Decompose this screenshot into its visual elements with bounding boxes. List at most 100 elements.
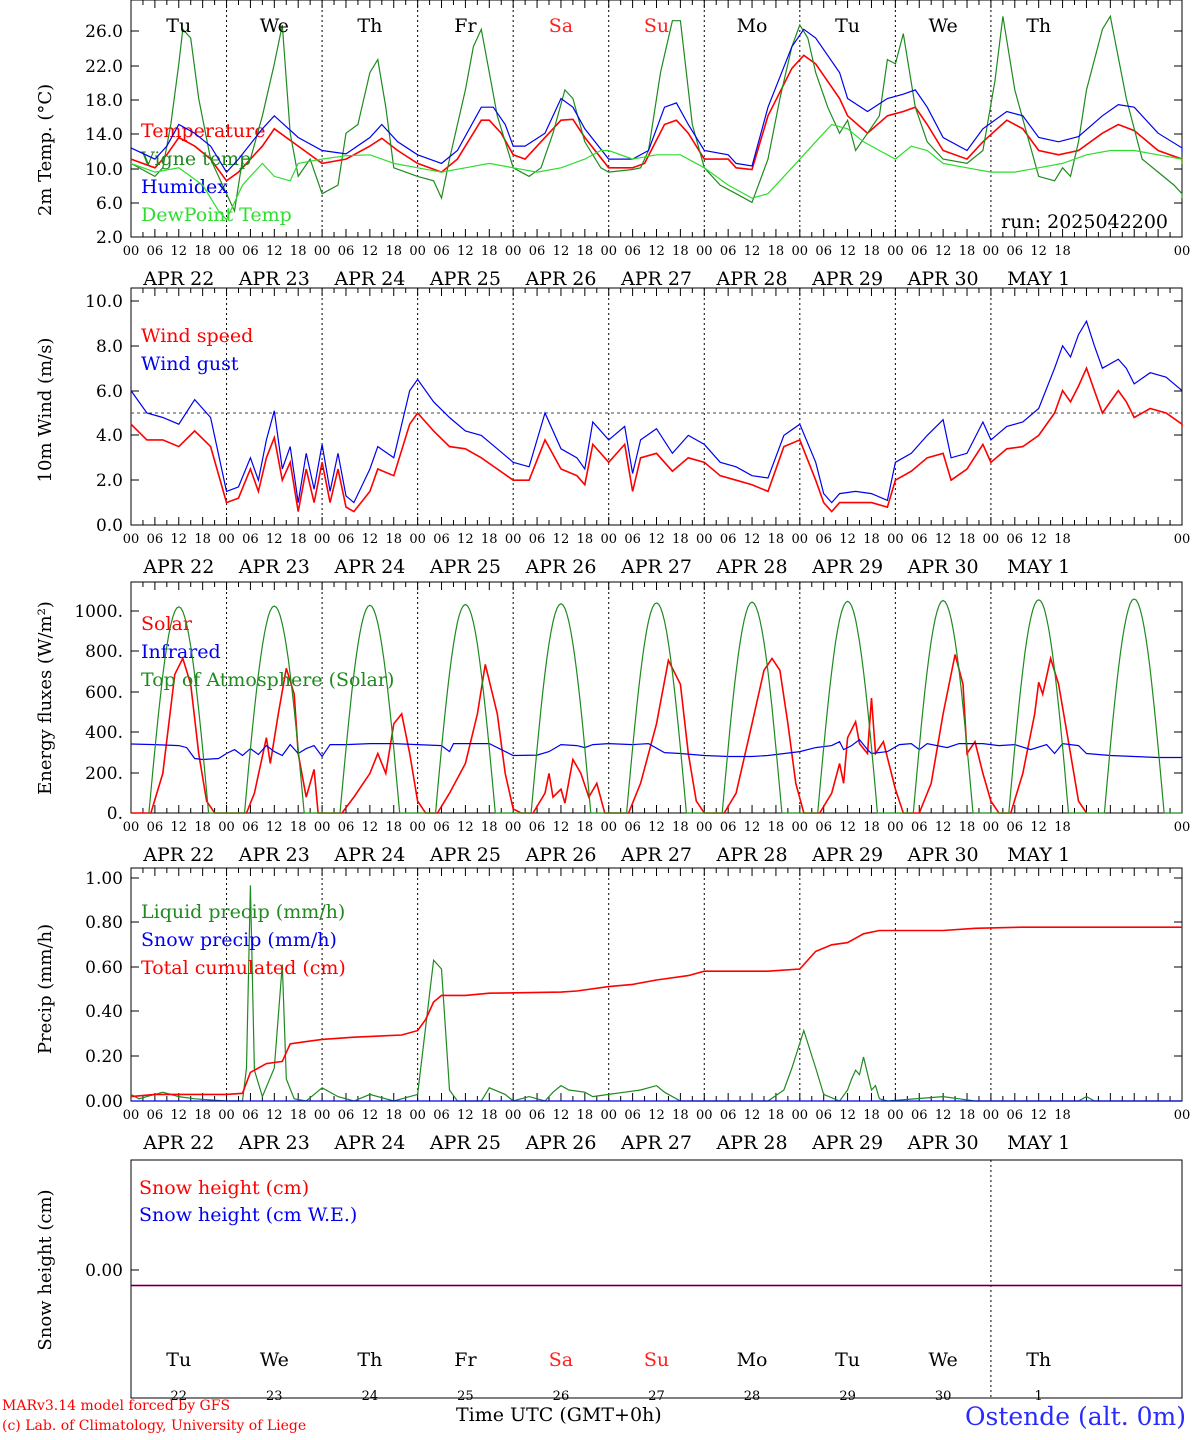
date-label: APR 22 [142, 268, 214, 290]
hour-tick-label: 06 [433, 820, 450, 835]
hour-tick-label: 06 [911, 244, 928, 259]
hour-tick-label: 00 [409, 244, 426, 259]
hour-tick-label: 00 [600, 532, 617, 547]
weekday-label-top: Su [644, 15, 669, 37]
y-tick-label: 400. [85, 723, 123, 743]
series-line [148, 598, 1182, 814]
hour-tick-label: 18 [863, 532, 880, 547]
hour-tick-label: 18 [385, 820, 402, 835]
hour-tick-label: 06 [1007, 244, 1024, 259]
weekday-label-bottom: Th [357, 1349, 382, 1371]
date-label: APR 24 [333, 268, 405, 290]
hour-tick-label: 12 [457, 1108, 474, 1123]
hour-tick-label: 00 [314, 1108, 331, 1123]
hour-tick-label: 00 [887, 820, 904, 835]
hour-tick-label: 12 [266, 244, 283, 259]
hour-tick-label: 18 [959, 532, 976, 547]
series-line [130, 926, 1182, 1098]
date-label: APR 26 [524, 844, 596, 866]
hour-tick-label: 12 [457, 244, 474, 259]
hour-tick-label: 12 [553, 1108, 570, 1123]
hour-tick-label: 06 [624, 1108, 641, 1123]
panel-frame [130, 287, 1183, 526]
legend-label: Wind speed [141, 325, 253, 347]
y-tick-label: 600. [85, 683, 123, 703]
date-label: APR 29 [811, 268, 883, 290]
hour-tick-label: 06 [624, 820, 641, 835]
date-label: APR 26 [524, 1132, 596, 1154]
hour-tick-label: 12 [839, 820, 856, 835]
hour-tick-label: 06 [720, 244, 737, 259]
panel-frame [130, 581, 1183, 814]
legend-label: Vigne temp [140, 148, 251, 170]
hour-tick-label: 12 [1030, 820, 1047, 835]
hour-tick-label: 06 [147, 1108, 164, 1123]
date-label: APR 27 [620, 844, 692, 866]
hour-tick-label: 18 [481, 532, 498, 547]
date-label: APR 28 [716, 1132, 788, 1154]
series-line [130, 738, 1182, 761]
date-label: APR 24 [333, 556, 405, 578]
date-label: APR 30 [907, 1132, 979, 1154]
hour-tick-label: 18 [959, 1108, 976, 1123]
y-tick-label: 2.0 [96, 228, 123, 248]
hour-tick-label: 00 [887, 1108, 904, 1123]
y-tick-label: 1.00 [85, 869, 123, 889]
legend-label: Snow height (cm) [139, 1177, 309, 1199]
hour-tick-label: 06 [529, 532, 546, 547]
hour-tick-label: 12 [648, 820, 665, 835]
hour-tick-label: 12 [170, 532, 187, 547]
hour-tick-label: 12 [935, 244, 952, 259]
hour-tick-label: 12 [362, 532, 379, 547]
legend-label: Total cumulated (cm) [141, 957, 346, 979]
date-number-label: 1 [1035, 1389, 1043, 1404]
hour-tick-label: 00 [409, 1108, 426, 1123]
hour-tick-label: 00 [696, 244, 713, 259]
hour-tick-label: 00 [983, 532, 1000, 547]
hour-tick-label: 12 [935, 1108, 952, 1123]
date-label: APR 22 [142, 556, 214, 578]
date-label: APR 24 [333, 1132, 405, 1154]
hour-tick-label: 18 [194, 1108, 211, 1123]
weekday-label-bottom: Tu [835, 1349, 860, 1371]
hour-tick-label: 12 [648, 1108, 665, 1123]
date-label: APR 24 [333, 844, 405, 866]
date-number-label: 27 [648, 1389, 665, 1404]
weekday-label-bottom: We [260, 1349, 289, 1371]
hour-tick-label: 00 [696, 532, 713, 547]
hour-tick-label: 12 [553, 820, 570, 835]
hour-tick-label: 12 [839, 1108, 856, 1123]
hour-tick-label: 00 [983, 244, 1000, 259]
hour-tick-label: 00 [792, 1108, 809, 1123]
hour-tick-label: 06 [147, 532, 164, 547]
hour-tick-label: 12 [935, 820, 952, 835]
date-label: APR 30 [907, 268, 979, 290]
hour-tick-label: 18 [577, 1108, 594, 1123]
series-line [130, 366, 1183, 513]
hour-tick-label: 12 [170, 820, 187, 835]
hour-tick-label: 18 [290, 532, 307, 547]
hour-tick-label: 06 [720, 1108, 737, 1123]
hour-tick-label: 00 [123, 532, 140, 547]
y-tick-label: 14.0 [85, 125, 123, 145]
hour-tick-label: 12 [744, 1108, 761, 1123]
hour-tick-label: 18 [385, 532, 402, 547]
station-label: Ostende (alt. 0m) [965, 1402, 1186, 1431]
hour-tick-label: 00 [600, 1108, 617, 1123]
hour-tick-label: 18 [768, 820, 785, 835]
date-label: APR 28 [716, 844, 788, 866]
hour-tick-label: 00 [1174, 820, 1191, 835]
y-tick-label: 6.0 [96, 382, 123, 402]
date-number-label: 26 [553, 1389, 570, 1404]
hour-tick-label: 18 [768, 244, 785, 259]
hour-tick-label: 00 [505, 820, 522, 835]
hour-tick-label: 00 [314, 244, 331, 259]
hour-tick-label: 12 [362, 244, 379, 259]
date-label: MAY 1 [1007, 1132, 1070, 1154]
hour-tick-label: 00 [505, 244, 522, 259]
date-label: MAY 1 [1007, 844, 1070, 866]
y-tick-label: 0.60 [85, 958, 123, 978]
hour-tick-label: 00 [218, 1108, 235, 1123]
date-label: MAY 1 [1007, 268, 1070, 290]
y-tick-label: 6.0 [96, 194, 123, 214]
